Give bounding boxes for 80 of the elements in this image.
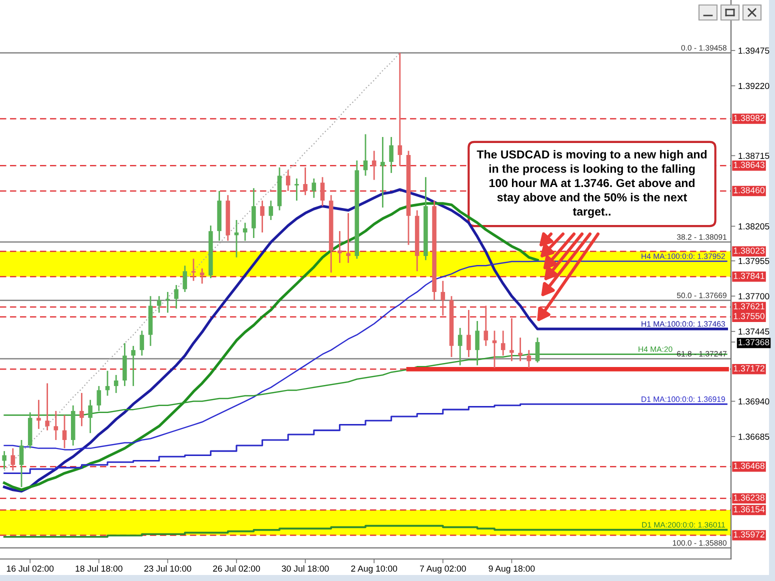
candlestick bbox=[312, 178, 316, 199]
candlestick bbox=[466, 309, 471, 358]
candlestick bbox=[140, 330, 144, 356]
candlestick bbox=[131, 345, 136, 387]
candlestick bbox=[303, 166, 308, 196]
candlestick bbox=[260, 200, 264, 234]
y-tick-label: 1.36685 bbox=[738, 434, 770, 440]
candlestick bbox=[268, 200, 274, 221]
line-series bbox=[4, 52, 400, 471]
candlestick bbox=[156, 295, 162, 314]
candlestick bbox=[191, 258, 196, 282]
candlestick bbox=[174, 284, 178, 310]
ref-line-label: 1.36154 bbox=[734, 506, 765, 512]
ref-line-label: 1.36238 bbox=[734, 494, 764, 501]
candlestick bbox=[2, 450, 6, 470]
annotation: The USDCAD is moving to a new high and in the process is looking to the falling 100 hour MA at 1.3746. Get above and stay above and the 50% is the next target.. bbox=[476, 150, 707, 218]
candlestick bbox=[398, 52, 402, 167]
candlestick bbox=[458, 327, 462, 366]
candlestick bbox=[346, 212, 350, 264]
ref-line-label: 1.37621 bbox=[734, 303, 764, 310]
candlestick bbox=[510, 318, 514, 362]
candlestick bbox=[114, 374, 118, 394]
ref-line-label: 1.38460 bbox=[734, 187, 764, 194]
line-series bbox=[2, 202, 539, 492]
candlestick bbox=[320, 176, 325, 207]
ref-line-label: 1.35972 bbox=[734, 531, 764, 538]
ref-line-label: 1.38982 bbox=[734, 114, 764, 122]
x-tick-label: 16 Jul 02:00 bbox=[6, 565, 54, 572]
candlestick bbox=[200, 268, 204, 284]
candlestick bbox=[372, 150, 376, 181]
candlestick bbox=[62, 414, 67, 449]
y-tick-label: 1.39475 bbox=[738, 48, 770, 54]
x-tick-label: 26 Jul 02:00 bbox=[213, 565, 260, 572]
candlestick bbox=[294, 178, 299, 202]
candlestick bbox=[242, 222, 248, 242]
candlestick bbox=[182, 264, 188, 293]
candlestick bbox=[286, 169, 290, 192]
candlestick bbox=[440, 280, 446, 316]
candlestick bbox=[500, 330, 506, 356]
y-tick-label: 1.38715 bbox=[738, 152, 770, 159]
y-tick-label: 1.37445 bbox=[738, 328, 770, 335]
candlestick bbox=[80, 392, 84, 427]
candlestick bbox=[338, 230, 342, 264]
candlestick bbox=[475, 320, 480, 366]
line-series bbox=[2, 188, 728, 493]
x-tick-label: 18 Jul 18:00 bbox=[76, 565, 122, 572]
candlestick bbox=[166, 291, 170, 314]
candlestick bbox=[19, 439, 24, 488]
y-tick-label: 1.38205 bbox=[738, 223, 770, 230]
y-tick-label: 1.37955 bbox=[738, 258, 770, 264]
x-tick-label: 30 Jul 18:00 bbox=[282, 565, 329, 572]
y-tick-label: 1.37368 bbox=[738, 339, 770, 346]
ref-line-label: 1.37172 bbox=[734, 365, 764, 372]
candlestick bbox=[526, 349, 532, 369]
candlestick bbox=[54, 410, 58, 441]
candlestick bbox=[389, 136, 394, 174]
x-tick-label: 23 Jul 10:00 bbox=[144, 565, 192, 572]
x-tick-label: 9 Aug 18:00 bbox=[488, 565, 535, 574]
ref-line-label: 1.37841 bbox=[734, 272, 764, 279]
y-tick-label: 1.37700 bbox=[738, 293, 770, 300]
candlestick bbox=[105, 370, 110, 396]
candlestick bbox=[380, 136, 385, 208]
x-tick-label: 2 Aug 10:00 bbox=[351, 565, 398, 574]
candlestick bbox=[518, 336, 522, 362]
candlestick bbox=[96, 385, 102, 412]
candlestick bbox=[10, 448, 16, 472]
y-tick-label: 1.39220 bbox=[738, 82, 770, 90]
candlestick bbox=[36, 399, 41, 430]
candlestick bbox=[535, 336, 540, 364]
x-tick-label: 7 Aug 02:00 bbox=[420, 565, 466, 574]
ref-line-label: 1.37550 bbox=[734, 313, 764, 320]
ref-line-label: 1.36468 bbox=[734, 462, 764, 469]
candlestick bbox=[363, 134, 368, 176]
candlestick bbox=[252, 187, 256, 239]
candlestick bbox=[88, 399, 92, 434]
y-tick-label: 1.36940 bbox=[738, 398, 770, 405]
ref-line-label: 1.38023 bbox=[734, 248, 764, 254]
ref-line-label: 1.38643 bbox=[734, 162, 764, 168]
candlestick bbox=[45, 382, 50, 432]
candlestick bbox=[484, 305, 488, 347]
